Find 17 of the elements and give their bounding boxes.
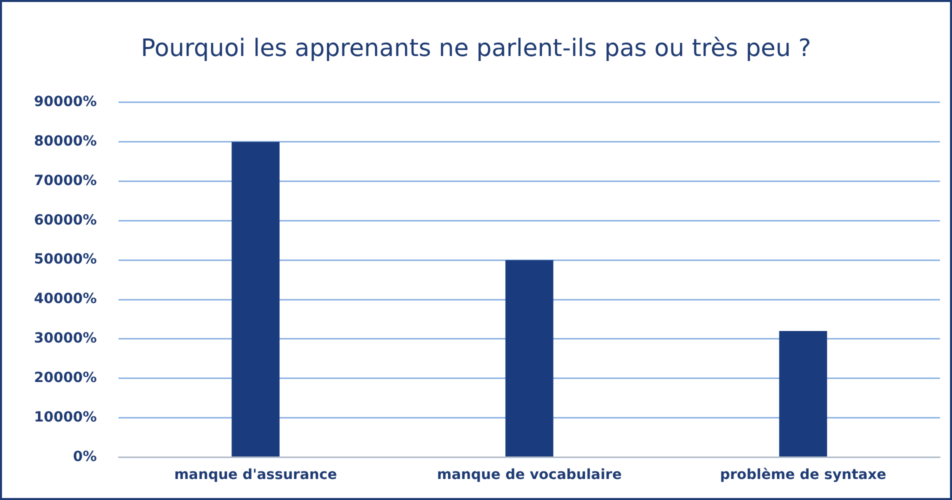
- y-tick-label: 90000%: [34, 94, 97, 110]
- bar: [232, 142, 280, 456]
- bar: [779, 331, 828, 456]
- x-tick-label: manque de vocabulaire: [437, 467, 622, 484]
- x-tick-label: manque d'assurance: [174, 467, 338, 484]
- y-tick-label: 10000%: [34, 409, 97, 426]
- y-tick-label: 70000%: [34, 172, 97, 189]
- y-tick-label: 20000%: [34, 370, 97, 386]
- bar: [505, 260, 554, 456]
- y-tick-label: 80000%: [34, 133, 97, 150]
- y-tick-label: 0%: [72, 448, 97, 465]
- y-tick-label: 60000%: [34, 212, 97, 228]
- y-tick-label: 50000%: [34, 252, 97, 268]
- y-tick-label: 30000%: [34, 330, 97, 347]
- chart-title: Pourquoi les apprenants ne parlent-ils pas ou très peu ?: [140, 34, 812, 62]
- x-tick-label: problème de syntaxe: [720, 467, 886, 484]
- y-tick-label: 40000%: [34, 291, 97, 308]
